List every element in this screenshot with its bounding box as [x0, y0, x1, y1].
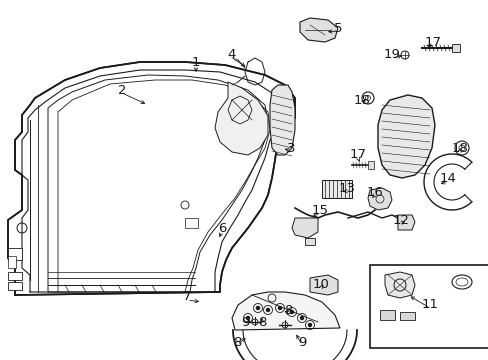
Text: 17: 17 — [424, 36, 441, 49]
Polygon shape — [8, 256, 16, 268]
Text: 8: 8 — [232, 336, 241, 348]
Polygon shape — [379, 310, 394, 320]
Circle shape — [300, 316, 303, 320]
Text: 2: 2 — [118, 84, 126, 96]
Text: 12: 12 — [392, 213, 408, 226]
Polygon shape — [269, 85, 294, 155]
Polygon shape — [48, 75, 267, 292]
Polygon shape — [8, 62, 294, 295]
Text: 10: 10 — [312, 279, 329, 292]
Text: 8: 8 — [283, 303, 292, 316]
Text: 11: 11 — [421, 298, 438, 311]
Polygon shape — [397, 215, 414, 230]
Circle shape — [246, 316, 249, 320]
Polygon shape — [8, 272, 22, 280]
Polygon shape — [451, 44, 459, 52]
Bar — [321, 180, 351, 198]
Polygon shape — [215, 82, 267, 155]
Polygon shape — [8, 248, 22, 260]
Text: 18: 18 — [450, 141, 468, 154]
Polygon shape — [184, 218, 198, 228]
Text: 6: 6 — [217, 221, 226, 234]
Text: 7: 7 — [183, 291, 191, 303]
Polygon shape — [399, 312, 414, 320]
Circle shape — [278, 306, 281, 310]
Text: 3: 3 — [286, 141, 295, 154]
Circle shape — [256, 306, 259, 310]
Polygon shape — [367, 188, 391, 210]
Text: 9: 9 — [240, 315, 249, 328]
Polygon shape — [231, 292, 339, 330]
Polygon shape — [291, 218, 317, 238]
Polygon shape — [384, 272, 414, 298]
Text: 4: 4 — [227, 49, 236, 62]
Text: 9: 9 — [297, 336, 305, 348]
Text: 14: 14 — [439, 171, 455, 184]
Text: 16: 16 — [366, 185, 383, 198]
Polygon shape — [299, 18, 337, 42]
Text: 18: 18 — [353, 94, 370, 107]
Circle shape — [266, 309, 269, 311]
Text: 13: 13 — [338, 181, 355, 194]
Text: 19: 19 — [383, 49, 400, 62]
Polygon shape — [8, 282, 22, 290]
Circle shape — [308, 324, 311, 327]
Polygon shape — [377, 95, 434, 178]
Polygon shape — [367, 161, 373, 169]
Text: 17: 17 — [349, 148, 366, 162]
Polygon shape — [309, 275, 337, 295]
Polygon shape — [305, 238, 314, 245]
Text: 8: 8 — [257, 315, 265, 328]
Text: 1: 1 — [191, 55, 200, 68]
Circle shape — [290, 310, 293, 314]
Text: 15: 15 — [311, 203, 328, 216]
Bar — [369, 265, 488, 348]
Text: 5: 5 — [333, 22, 342, 35]
